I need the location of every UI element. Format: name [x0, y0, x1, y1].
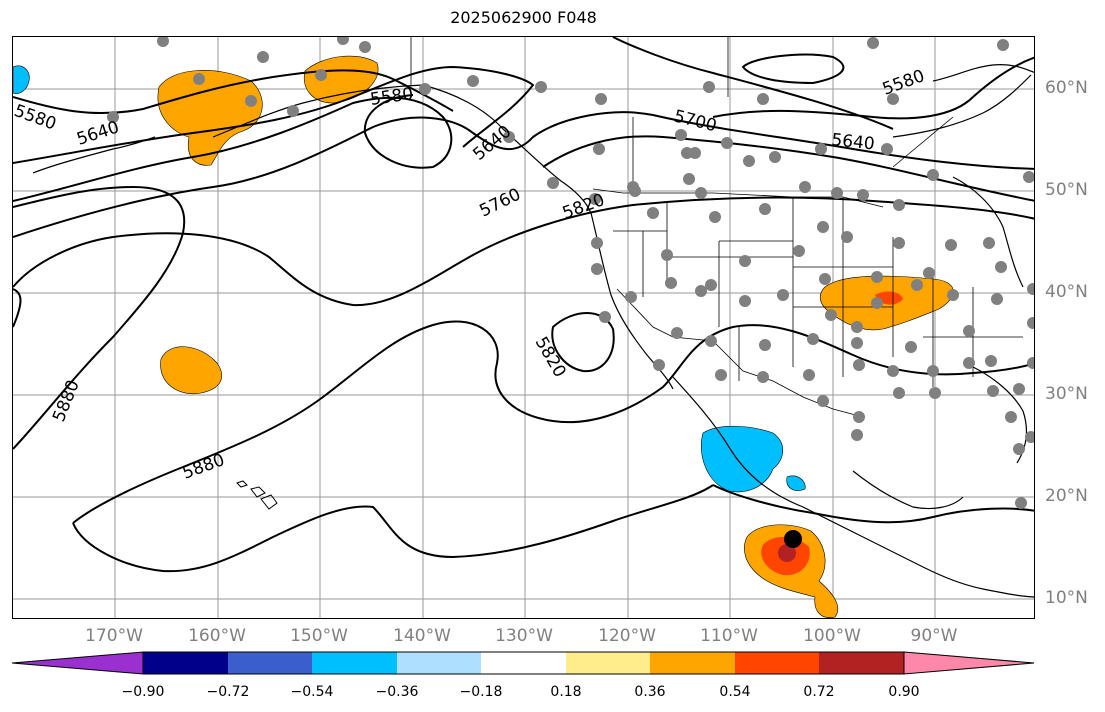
colorbar-tick: 0.90 [888, 684, 920, 700]
contour-label: 5820 [531, 334, 570, 381]
lon-label: 100°W [803, 626, 861, 646]
lat-label: 20°N [1045, 486, 1088, 506]
lon-label: 90°W [910, 626, 958, 646]
map-frame: 5580 5640 5580 5700 5640 5580 5640 5760 … [12, 36, 1035, 619]
contour-label: 5580 [880, 66, 927, 100]
contour-label: 5820 [560, 190, 607, 224]
colorbar [11, 651, 1035, 675]
contour-label: 5580 [13, 101, 59, 135]
political-borders [410, 37, 1023, 418]
contour-labels: 5580 5640 5580 5700 5640 5580 5640 5760 … [13, 66, 927, 484]
lat-label: 50°N [1045, 180, 1088, 200]
height-contours [13, 37, 1034, 573]
colorbar-tick: −0.54 [290, 684, 334, 700]
colorbar-tick: −0.36 [375, 684, 419, 700]
colorbar-segment [397, 652, 481, 674]
lat-label: 60°N [1045, 78, 1088, 98]
lon-label: 150°W [290, 626, 348, 646]
colorbar-segment [228, 652, 312, 674]
colorbar-tick: −0.72 [206, 684, 250, 700]
colorbar-extend-high [903, 651, 1035, 675]
colorbar-extend-low [11, 651, 144, 675]
colorbar-segment [481, 652, 566, 674]
islands [236, 480, 278, 510]
colorbar-segment [566, 652, 650, 674]
colorbar-segment [819, 652, 904, 674]
lon-label: 160°W [188, 626, 246, 646]
colorbar-tick: 0.54 [719, 684, 751, 700]
lat-label: 40°N [1045, 282, 1088, 302]
colorbar-segment [143, 652, 228, 674]
lon-label: 120°W [598, 626, 656, 646]
contour-label: 5640 [830, 130, 875, 154]
contour-label: 5880 [180, 450, 227, 484]
anomaly-shading [13, 55, 954, 618]
lat-label: 30°N [1045, 384, 1088, 404]
colorbar-tick: 0.72 [803, 684, 835, 700]
map-title: 2025062900 F048 [450, 8, 597, 27]
lat-label: 10°N [1045, 588, 1088, 608]
colorbar-segment [650, 652, 735, 674]
lon-label: 170°W [85, 626, 143, 646]
contour-label: 5760 [476, 185, 524, 222]
lon-label: 110°W [700, 626, 758, 646]
station-markers [107, 37, 1034, 509]
colorbar-tick: 0.18 [550, 684, 582, 700]
lon-label: 140°W [393, 626, 451, 646]
colorbar-tick: 0.36 [634, 684, 666, 700]
colorbar-segment [735, 652, 819, 674]
colorbar-tick: −0.90 [121, 684, 165, 700]
colorbar-tick: −0.18 [459, 684, 503, 700]
contour-label: 5640 [469, 122, 515, 165]
lon-label: 130°W [495, 626, 553, 646]
map-canvas: 5580 5640 5580 5700 5640 5580 5640 5760 … [13, 37, 1034, 618]
colorbar-segment [312, 652, 397, 674]
